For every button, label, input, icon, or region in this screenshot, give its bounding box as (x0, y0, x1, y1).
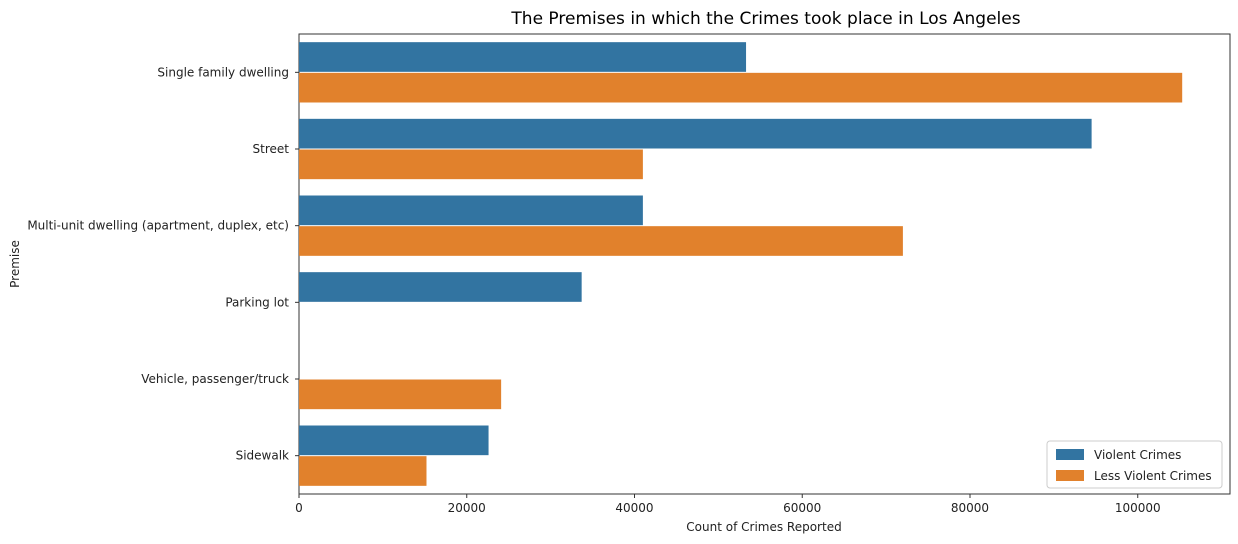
bar-violent-3 (299, 272, 582, 302)
y-axis-label: Premise (8, 240, 22, 288)
bar-less-violent-5 (299, 456, 427, 486)
chart-title: The Premises in which the Crimes took pl… (510, 9, 1020, 29)
y-axis-ticks: Single family dwelling Street Multi-unit d… (27, 65, 299, 463)
x-tick-label: 0 (295, 501, 303, 515)
x-tick-label: 20000 (448, 501, 486, 515)
legend-label-violent: Violent Crimes (1094, 448, 1181, 462)
x-axis-ticks: 0 20000 40000 60000 80000 100000 (295, 494, 1161, 515)
y-tick-label: Street (253, 142, 290, 156)
bar-less-violent-0 (299, 72, 1183, 103)
y-tick-label: Single family dwelling (157, 65, 289, 79)
bar-less-violent-4 (299, 379, 502, 410)
legend-label-less-violent: Less Violent Crimes (1094, 469, 1212, 483)
bar-violent-5 (299, 425, 489, 456)
bar-violent-1 (299, 118, 1092, 149)
bars-group (299, 42, 1183, 486)
plot-area (298, 33, 1231, 495)
legend-swatch-violent (1056, 449, 1084, 460)
x-tick-label: 40000 (615, 501, 653, 515)
y-tick-label: Vehicle, passenger/truck (141, 372, 289, 386)
x-tick-label: 80000 (951, 501, 989, 515)
bar-less-violent-1 (299, 149, 643, 180)
x-tick-label: 60000 (783, 501, 821, 515)
legend: Violent Crimes Less Violent Crimes (1046, 440, 1223, 489)
y-tick-label: Sidewalk (236, 449, 289, 463)
bar-violent-0 (299, 42, 747, 72)
bar-less-violent-2 (299, 226, 903, 256)
bar-violent-2 (299, 195, 643, 226)
y-tick-label: Parking lot (225, 295, 289, 309)
legend-swatch-less-violent (1056, 470, 1084, 481)
x-axis-label: Count of Crimes Reported (686, 520, 841, 534)
x-tick-label: 100000 (1115, 501, 1161, 515)
y-tick-label: Multi-unit dwelling (apartment, duplex, … (27, 219, 289, 233)
legend-frame (1046, 440, 1223, 489)
